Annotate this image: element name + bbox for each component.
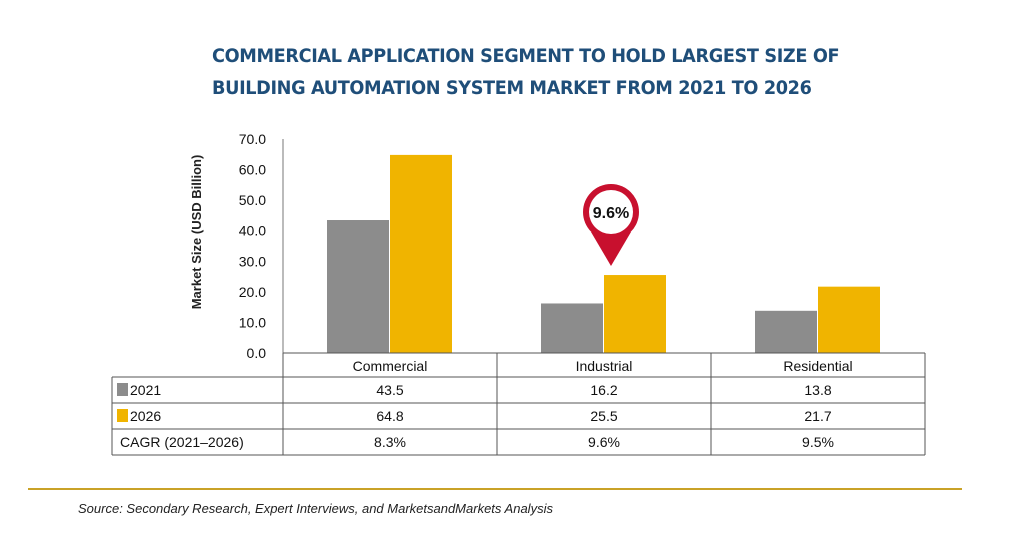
table-row-label: 2026 — [130, 408, 161, 424]
bar-2026-commercial — [390, 154, 452, 353]
y-tick-label: 20.0 — [239, 284, 266, 300]
table-cell: 9.6% — [588, 434, 620, 450]
marker-label: 9.6% — [593, 205, 629, 222]
x-tick-label: Residential — [783, 358, 852, 374]
table-row-label: CAGR (2021–2026) — [120, 434, 244, 450]
table-cell: 16.2 — [590, 382, 617, 398]
bar-2026-industrial — [604, 275, 666, 353]
y-tick-label: 0.0 — [247, 345, 267, 361]
bar-2021-industrial — [541, 303, 603, 353]
footer-divider — [28, 488, 962, 490]
y-tick-label: 60.0 — [239, 162, 266, 178]
y-axis-label: Market Size (USD Billion) — [189, 155, 204, 310]
bar-2021-residential — [755, 310, 817, 353]
table-cell: 21.7 — [804, 408, 831, 424]
bar-2021-commercial — [327, 220, 389, 353]
table-cell: 8.3% — [374, 434, 406, 450]
table-row-label: 2021 — [130, 382, 161, 398]
legend-swatch-2026 — [117, 409, 128, 422]
table-cell: 43.5 — [376, 382, 403, 398]
x-tick-label: Industrial — [576, 358, 633, 374]
table-cell: 25.5 — [590, 408, 617, 424]
marker-pointer — [591, 232, 631, 266]
table-cell: 64.8 — [376, 408, 403, 424]
bar-chart: Market Size (USD Billion) 0.0 10.0 20.0 30.… — [111, 131, 926, 456]
chart-title: COMMERCIAL APPLICATION SEGMENT TO HOLD L… — [212, 45, 840, 99]
y-tick-label: 30.0 — [239, 253, 266, 269]
y-tick-label: 70.0 — [239, 131, 266, 147]
x-tick-label: Commercial — [353, 358, 428, 374]
y-tick-label: 50.0 — [239, 192, 266, 208]
y-tick-label: 40.0 — [239, 223, 266, 239]
table-cell: 9.5% — [802, 434, 834, 450]
table-cell: 13.8 — [804, 382, 831, 398]
source-note: Source: Secondary Research, Expert Inter… — [78, 501, 553, 516]
y-tick-label: 10.0 — [239, 314, 266, 330]
legend-swatch-2021 — [117, 383, 128, 396]
bar-2026-residential — [818, 286, 880, 353]
marker-center — [589, 190, 633, 234]
